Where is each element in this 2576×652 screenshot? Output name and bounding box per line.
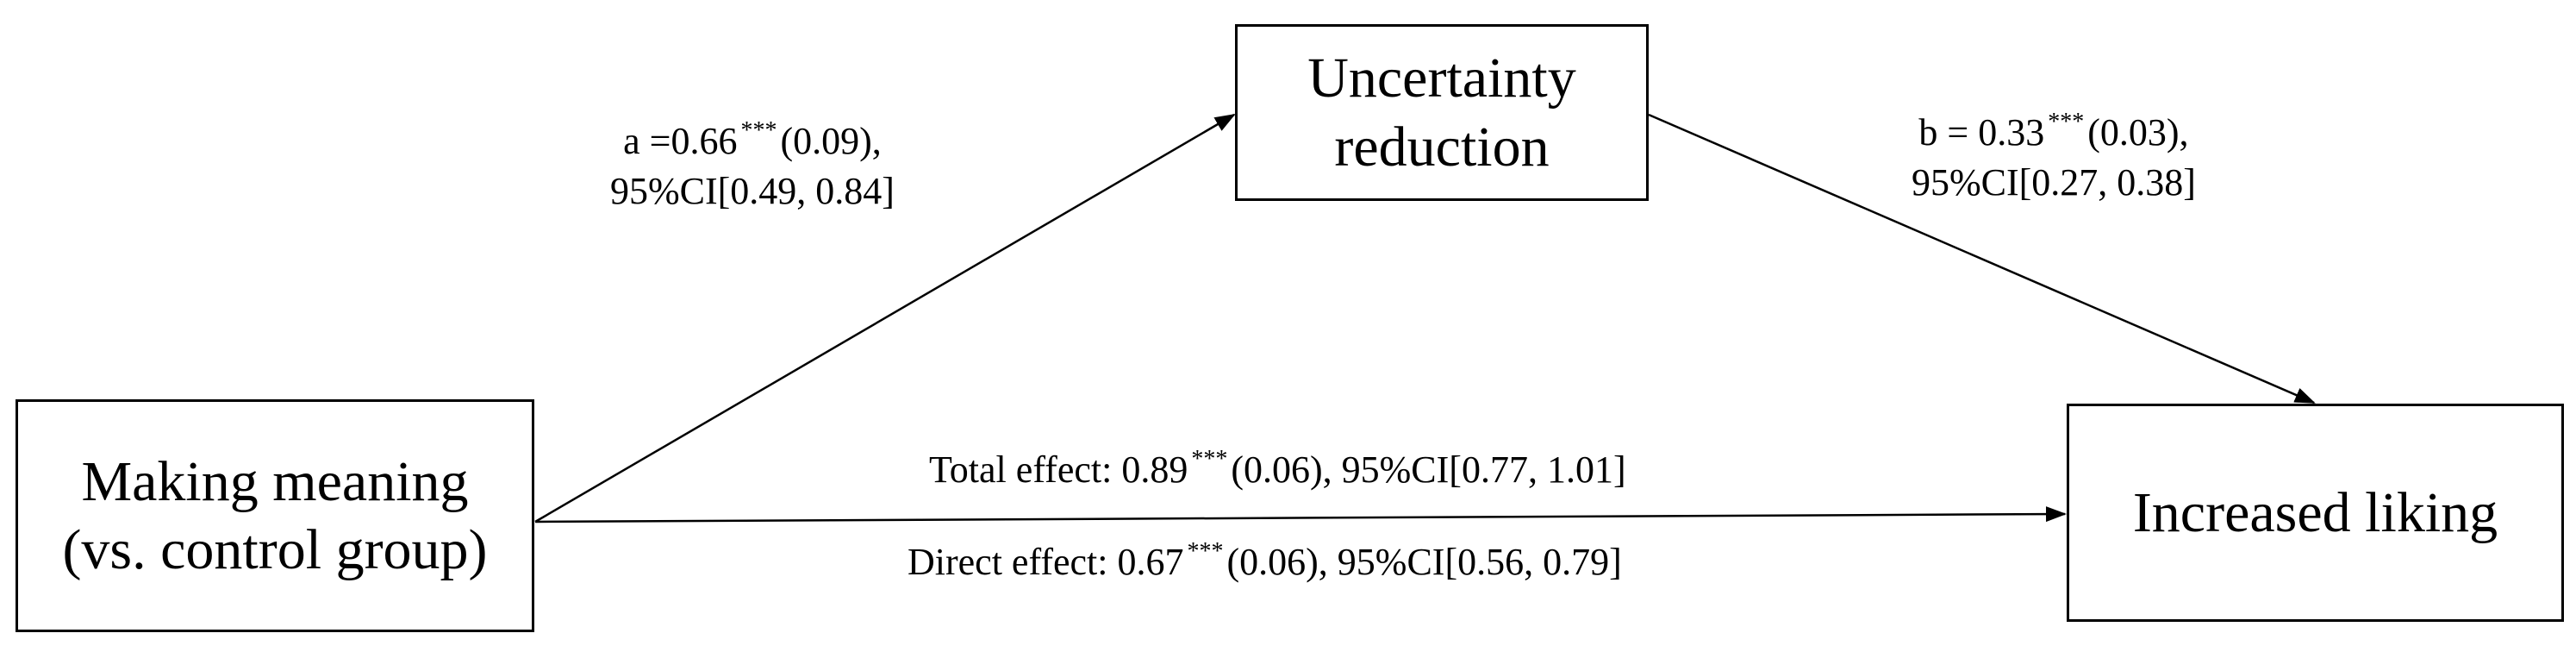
total-effect-label: Total effect: 0.89 ***(0.06), 95%CI[0.77,… bbox=[929, 445, 1626, 495]
mediator-label-line2: reduction bbox=[1334, 115, 1550, 179]
path-b-arrow bbox=[1648, 113, 2316, 404]
path-b-coefficient-line: b = 0.33 ***(0.03), bbox=[1912, 108, 2196, 158]
path-a-coefficient-line: a =0.66 ***(0.09), bbox=[610, 116, 895, 166]
total-effect-rest: (0.06), 95%CI[0.77, 1.01] bbox=[1231, 448, 1626, 491]
total-effect-significance: *** bbox=[1191, 445, 1228, 473]
path-b-label: b = 0.33 ***(0.03), 95%CI[0.27, 0.38] bbox=[1912, 108, 2196, 208]
mediator-label-line1: Uncertainty bbox=[1307, 47, 1576, 110]
path-b-coefficient: b = 0.33 bbox=[1918, 111, 2045, 154]
direct-effect-rest: (0.06), 95%CI[0.56, 0.79] bbox=[1226, 541, 1622, 583]
predictor-label-line2: (vs. control group) bbox=[62, 518, 488, 581]
predictor-box: Making meaning (vs. control group) bbox=[16, 399, 534, 632]
path-c-arrow bbox=[534, 506, 2067, 523]
predictor-label-line1: Making meaning bbox=[81, 449, 469, 513]
outcome-label: Increased liking bbox=[2132, 480, 2498, 544]
direct-effect-label: Direct effect: 0.67 ***(0.06), 95%CI[0.56… bbox=[908, 537, 1622, 587]
path-a-ci: 95%CI[0.49, 0.84] bbox=[610, 170, 895, 213]
path-a-arrow bbox=[534, 113, 1236, 523]
direct-effect-significance: *** bbox=[1187, 537, 1224, 565]
path-a-label: a =0.66 ***(0.09), 95%CI[0.49, 0.84] bbox=[610, 116, 895, 216]
path-b-significance: *** bbox=[2048, 108, 2085, 135]
path-a-se: (0.09), bbox=[780, 120, 882, 162]
mediator-box: Uncertainty reduction bbox=[1235, 24, 1649, 201]
path-b-se: (0.03), bbox=[2087, 111, 2189, 154]
path-b-ci: 95%CI[0.27, 0.38] bbox=[1912, 161, 2196, 204]
direct-effect-coefficient: Direct effect: 0.67 bbox=[908, 541, 1184, 583]
total-effect-coefficient: Total effect: 0.89 bbox=[929, 448, 1188, 491]
outcome-box: Increased liking bbox=[2067, 404, 2564, 622]
path-a-significance: *** bbox=[740, 116, 777, 144]
path-a-coefficient: a =0.66 bbox=[623, 120, 738, 162]
